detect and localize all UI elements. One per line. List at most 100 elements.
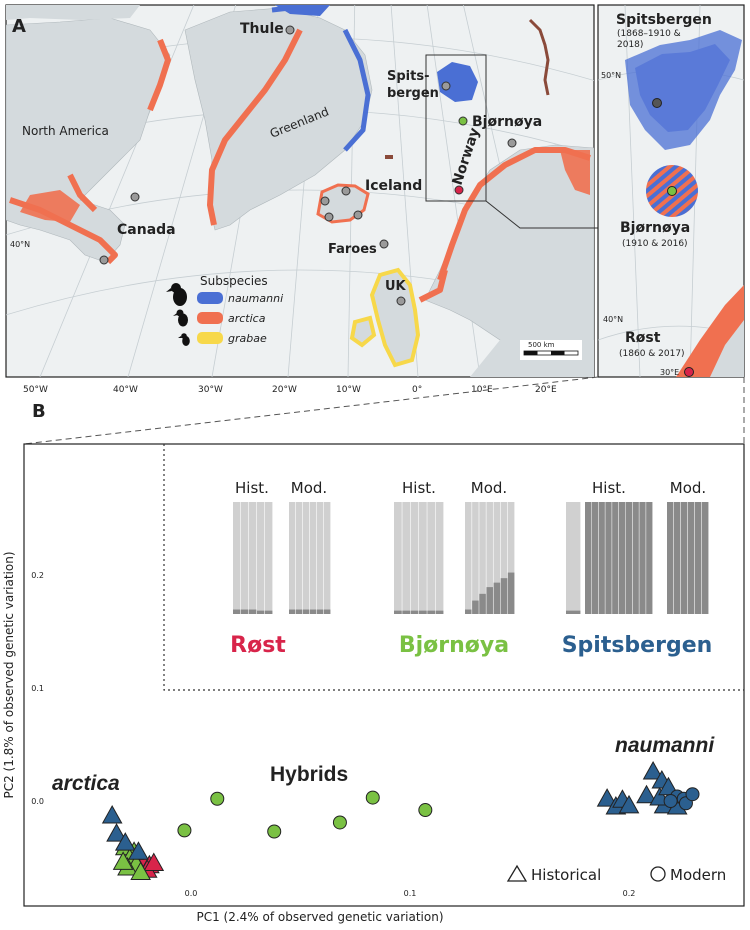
rost-mod-bar-dark [296,609,303,614]
cluster-label-naumanni: naumanni [615,734,715,757]
rost-hist-bar [233,502,241,614]
scale-label: 500 km [528,341,555,349]
bjorn-hist-bar-dark [394,610,402,614]
point-spitsbergen-triangle [642,760,664,780]
inset-spits-years: (1868–1910 & [617,29,681,39]
spits-hist-bar-dark [612,502,619,614]
bjorn-mod-bar-dark [486,587,493,614]
spits-hist-bar-dark [605,502,612,614]
legend-triangle-icon [506,864,528,882]
x-tick-label: 0.2 [623,889,636,898]
legend-modern: Modern [670,866,726,884]
inset-extent-box [425,54,487,202]
point-spitsbergen-triangle [128,841,149,860]
panel-a-label: A [12,16,26,37]
bjorn-hist-label: Hist. [402,479,436,497]
spits-hist-bar-dark [619,502,626,614]
inset-site-bjornoya [667,186,677,196]
y-axis-label: PC2 (1.8% of observed genetic variation) [2,551,16,798]
bjorn-mod-bar [479,502,486,614]
bjorn-hist-bar-dark [435,610,444,614]
legend-naumanni: naumanni [228,292,283,305]
rost-hist-bar-dark [265,610,273,614]
legend-swatch-grabae [197,332,223,344]
bjorn-hist-bar [410,502,419,614]
site-canada-s [99,255,109,265]
site-norway-north [507,138,517,148]
bjorn-mod-bar [493,502,501,614]
svg-text:20°W: 20°W [272,385,297,395]
inset-rost-title: Røst [625,330,661,346]
bjorn-hist-bar [394,502,402,614]
rost-mod-bar-dark [289,609,296,614]
label-uk: UK [385,279,407,294]
bjorn-mod-bar-dark [472,600,479,614]
label-spits1: Spits- [387,69,429,84]
bjorn-hist-bar [435,502,444,614]
site-bjornoya [458,116,468,126]
inset-spits-title: Spitsbergen [616,12,712,28]
rost-mod-label: Mod. [291,479,327,497]
inset-lon-bottom: 30°E [660,368,679,377]
panel-b-pca: Røst Bjørnøya Spitsbergen Hist. Mod. His… [2,443,745,924]
point-bjrnya-circle [332,815,347,830]
label-spits2: bergen [387,86,439,101]
rost-hist-bar-dark [249,609,257,614]
rost-mod-bar [310,502,317,614]
spits-hist-first-bar-dark [566,610,581,614]
spits-mod-bar-dark [695,502,702,614]
greenland-land [184,7,373,231]
group-label-rost: Røst [230,633,286,658]
svg-text:10°E: 10°E [471,385,493,395]
point-spitsbergen-triangle [106,823,127,842]
spits-hist-bar-dark [632,502,639,614]
point-bjrnya-circle [365,790,380,805]
label-bjornoya: Bjørnøya [472,114,542,130]
spits-mod-bar-dark [674,502,681,614]
inset-bjorn-title: Bjørnøya [620,220,690,236]
rost-hist-bar-dark [233,609,241,614]
bjorn-hist-bar-dark [419,610,427,614]
site-iceland-sw [324,212,334,222]
zoom-connector-left [23,376,599,445]
inset-connector [485,200,598,229]
label-thule: Thule [240,21,284,37]
point-spitsbergen-circle [685,787,700,802]
inset-spitsbergen-land [635,44,730,132]
admixture-plots [233,502,709,614]
legend-swatch-naumanni [197,292,223,304]
spits-hist-label: Hist. [592,479,626,497]
legend-swatch-arctica [197,312,223,324]
bjorn-hist-bar [402,502,411,614]
point-bjrnya-circle [267,824,282,839]
pca-points [101,760,700,881]
bjorn-mod-label: Mod. [471,479,507,497]
inset-site-spitsbergen [652,98,662,108]
rost-hist-bar [257,502,265,614]
rost-mod-bar [296,502,303,614]
legend-title: Subspecies [200,274,268,288]
point-rst-triangle [143,852,165,872]
svg-text:0°: 0° [412,385,422,395]
x-axis-label: PC1 (2.4% of observed genetic variation) [196,910,443,924]
site-canada-n [130,192,140,202]
point-spitsbergen-triangle [114,832,136,851]
site-uk [396,296,406,306]
spits-mod-bar-dark [702,502,709,614]
svg-text:40°W: 40°W [113,385,138,395]
point-bjrnya-triangle [130,861,151,881]
bjorn-mod-bar-dark [500,578,508,614]
rost-mod-bar-dark [310,609,317,614]
spits-hist-bar-dark [591,502,598,614]
inset-lat-mid: 40°N [603,315,623,324]
bjorn-hist-bar-dark [402,610,411,614]
site-faroes [379,239,389,249]
spits-hist-bar-dark [625,502,632,614]
svg-text:20°E: 20°E [535,385,557,395]
group-label-bjornoya: Bjørnøya [399,633,509,658]
spits-hist-bar-dark [598,502,605,614]
point-bjrnya-triangle [112,851,134,870]
point-bjrnya-circle [210,791,225,806]
puffin-icon [166,283,190,346]
